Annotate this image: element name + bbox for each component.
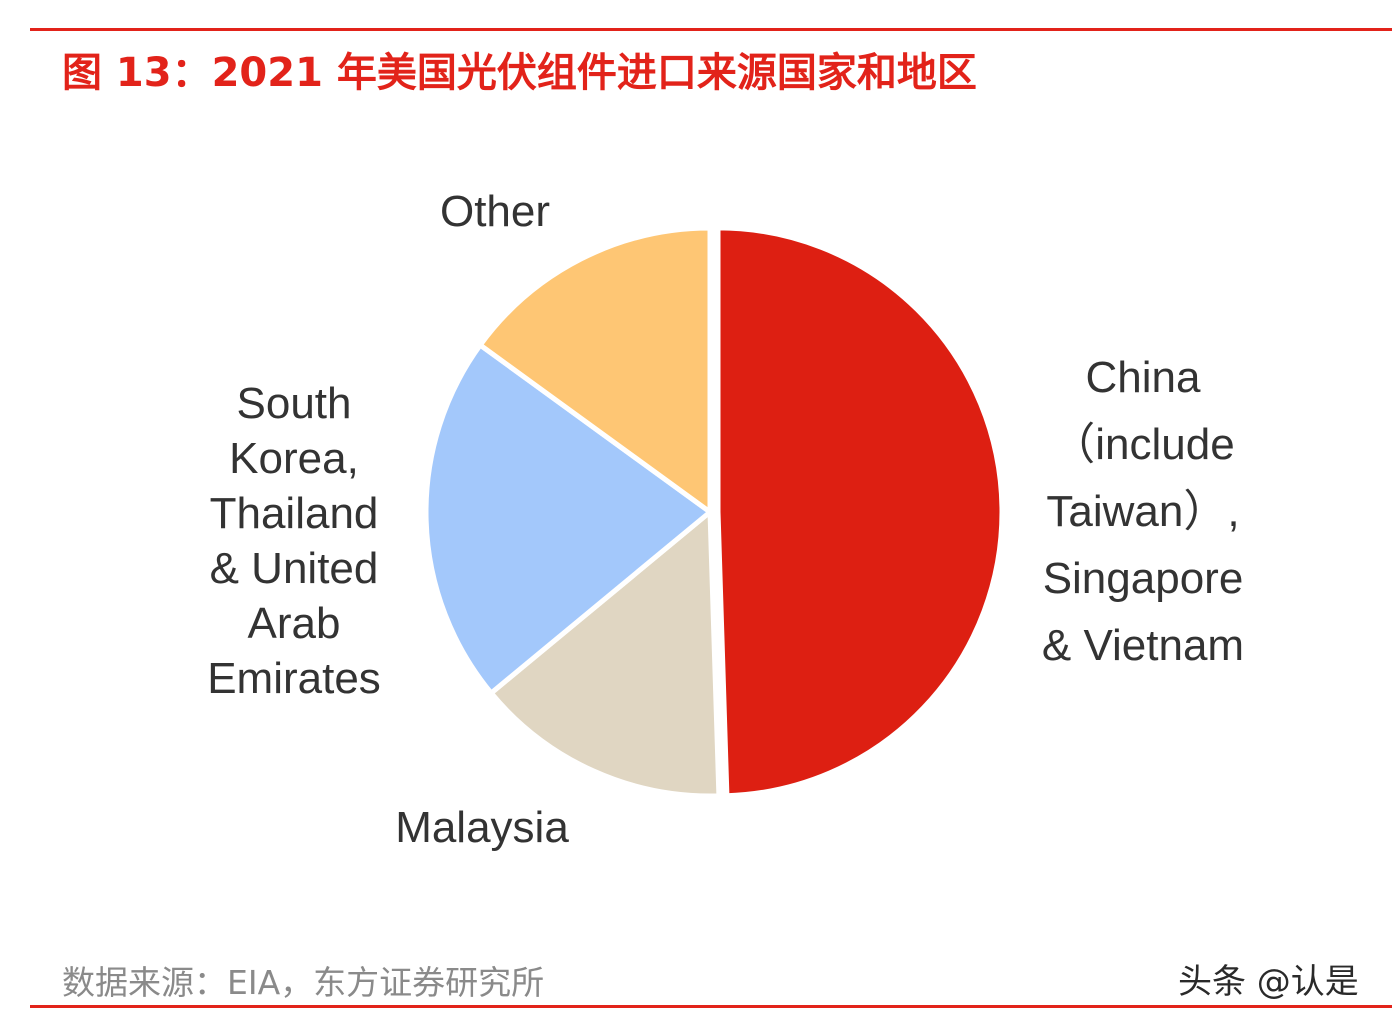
slice-label-line: & Vietnam <box>1042 621 1244 670</box>
slice-label-line: Emirates <box>207 654 381 703</box>
chart-title: 图 13：2021 年美国光伏组件进口来源国家和地区 <box>62 50 977 96</box>
pie-slice-2 <box>488 509 722 799</box>
slice-label-line: China <box>1086 353 1201 402</box>
slice-label-line: Taiwan）, <box>1046 487 1239 536</box>
slice-label-2: Malaysia <box>395 803 569 852</box>
top-rule <box>30 28 1392 31</box>
pie-slice-4 <box>477 225 713 515</box>
pie-slice-1 <box>715 225 1005 799</box>
slice-label-line: Other <box>440 187 550 236</box>
slice-label-line: & United <box>210 544 379 593</box>
slice-label-line: Korea, <box>229 434 359 483</box>
source-note: 数据来源：EIA，东方证券研究所 <box>62 963 545 1002</box>
slice-label-line: South <box>237 379 352 428</box>
slice-label-line: Malaysia <box>395 803 569 852</box>
pie-slice-3 <box>423 342 713 696</box>
slice-label-1: China （include Taiwan）, Singapore & Vietnam <box>1042 353 1244 670</box>
slice-label-line: （include <box>1051 420 1234 469</box>
pie-labels: China （include Taiwan）, Singapore & Vietnam M… <box>207 187 1244 852</box>
slice-label-line: Singapore <box>1043 554 1244 603</box>
watermark: 头条 @认是 <box>1178 962 1359 1002</box>
pie-slices <box>423 225 1005 799</box>
slice-label-3: South Korea, Thailand & United Arab Emirates <box>207 379 381 703</box>
slice-label-line: Thailand <box>210 489 379 538</box>
bottom-rule <box>30 1005 1392 1008</box>
slice-label-4: Other <box>440 187 550 236</box>
slice-label-line: Arab <box>248 599 341 648</box>
